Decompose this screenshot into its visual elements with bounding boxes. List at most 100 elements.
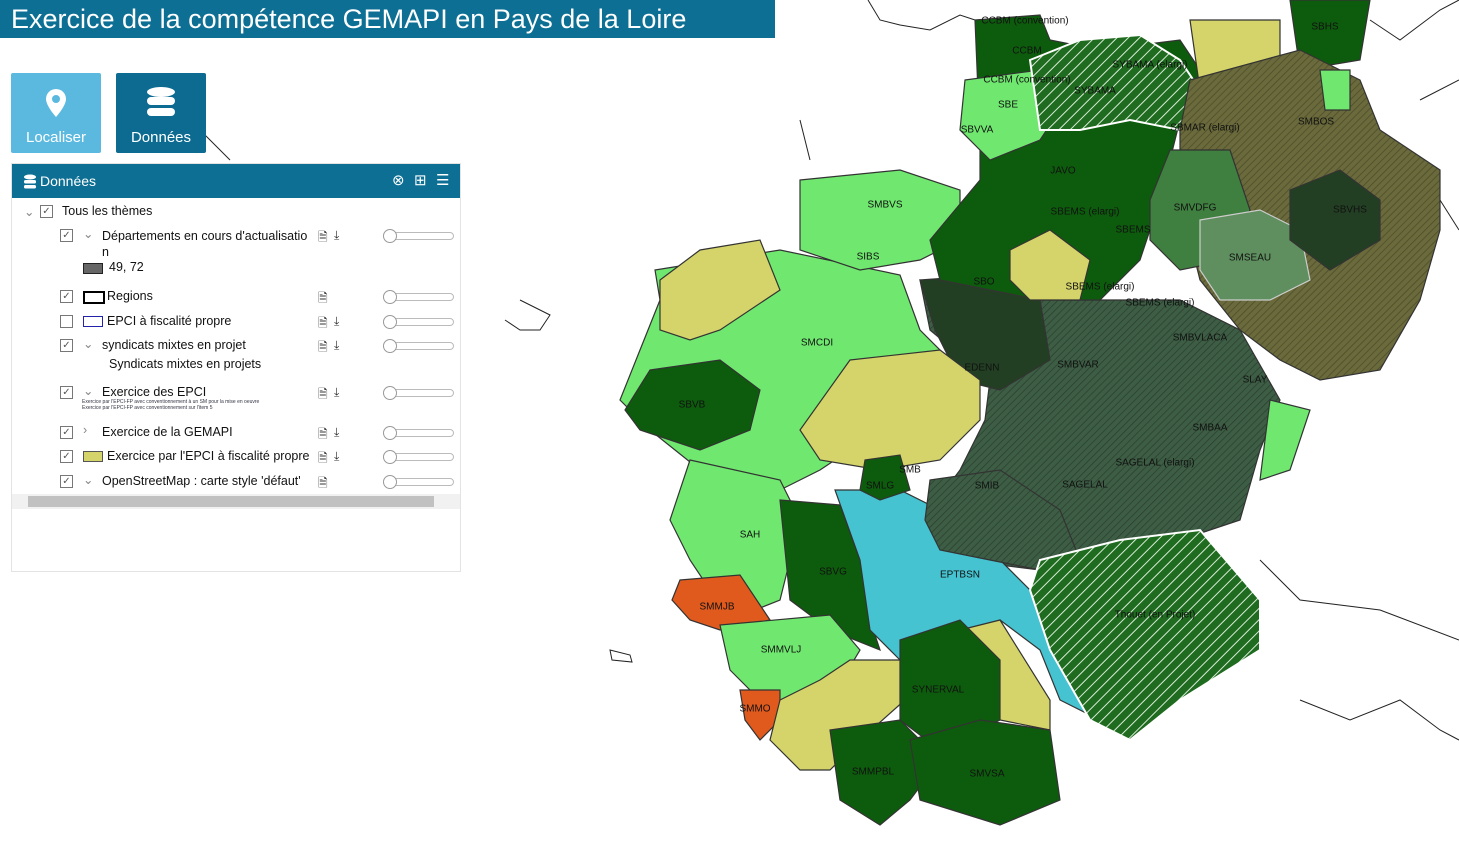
map-labels: CCBM (convention) CCBM CCBM (convention) SY… (679, 16, 1368, 780)
file-icon[interactable]: 🗎 (318, 340, 328, 354)
map-label: SMBVAR (1057, 360, 1099, 371)
opacity-slider[interactable] (383, 315, 454, 329)
map-label: SAGELAL (1062, 480, 1108, 491)
map-label: SBHS (1311, 22, 1339, 33)
map-label: SMMPBL (852, 767, 895, 778)
download-icon[interactable]: ⤓ (334, 385, 340, 399)
map-label: SAH (740, 530, 761, 541)
map-label: SMVSA (969, 769, 1004, 780)
checkbox[interactable]: ✓ (60, 475, 73, 488)
pin-icon (46, 89, 66, 117)
map-label: SBE (998, 100, 1018, 111)
regions (619, 0, 1441, 826)
checkbox[interactable]: ✓ (60, 426, 73, 439)
map-label: SBMAR (elargi) (1170, 123, 1239, 134)
legend-label: Exercice par l'EPCI-FP avec conventionne… (82, 399, 260, 405)
title-bar: Exercice de la compétence GEMAPI en Pays… (0, 0, 775, 38)
map-label: SLAY (1243, 375, 1268, 386)
map-label: SYBAMA (elargi) (1112, 60, 1187, 71)
legend-label: Syndicats mixtes en projets (109, 357, 262, 371)
chevron[interactable]: › (83, 423, 88, 437)
map-label: SYNERVAL (912, 685, 965, 696)
layer-label: Exercice des EPCI (102, 385, 207, 399)
chevron[interactable]: ⌄ (83, 337, 94, 351)
checkbox[interactable]: ✓ (60, 229, 73, 242)
chevron[interactable]: ⌄ (24, 205, 35, 219)
button-label: Données (130, 129, 192, 146)
file-icon[interactable]: 🗎 (318, 230, 328, 244)
checkbox[interactable]: ✓ (60, 339, 73, 352)
map-label: SBVVA (961, 125, 994, 136)
map-label: CCBM (convention) (983, 75, 1070, 86)
opacity-slider[interactable] (383, 426, 454, 440)
add-icon[interactable]: ⊞ (414, 172, 427, 189)
opacity-slider[interactable] (383, 229, 454, 243)
download-icon[interactable]: ⤓ (334, 314, 340, 328)
map-label: SBVHS (1333, 205, 1367, 216)
map-label: Thouet (en Projet) (1115, 610, 1196, 621)
checkbox[interactable]: ✓ (40, 205, 53, 218)
file-icon[interactable]: 🗎 (318, 316, 328, 330)
opacity-slider[interactable] (383, 450, 454, 464)
map-label: SBEMS (1115, 225, 1150, 236)
scrollbar[interactable] (12, 494, 460, 509)
map-label: SMBAA (1192, 423, 1227, 434)
map-label: SMMO (739, 704, 770, 715)
download-icon[interactable]: ⤓ (334, 449, 340, 463)
legend-label: 49, 72 (109, 260, 144, 274)
title: Exercice de la compétence GEMAPI en Pays… (11, 4, 687, 34)
opacity-slider[interactable] (383, 339, 454, 353)
download-icon[interactable]: ⤓ (334, 338, 340, 352)
map-label: SBVG (819, 567, 847, 578)
checkbox[interactable]: ✓ (60, 386, 73, 399)
button-label: Localiser (25, 129, 87, 146)
download-icon[interactable]: ⤓ (334, 425, 340, 439)
download-icon[interactable]: ⤓ (334, 228, 340, 242)
map-label: CCBM (convention) (981, 16, 1068, 27)
layer-label: Regions (107, 289, 153, 303)
map-label: SBVB (679, 400, 706, 411)
map-label: SBO (973, 277, 994, 288)
file-icon[interactable]: 🗎 (318, 476, 328, 490)
map-label: SMVDFG (1174, 203, 1217, 214)
chevron[interactable]: ⌄ (83, 384, 94, 398)
map-label: SMMJB (700, 602, 735, 613)
locate-button[interactable]: Localiser (11, 73, 101, 153)
legend-swatch (83, 263, 103, 274)
file-icon[interactable]: 🗎 (318, 291, 328, 305)
menu-icon[interactable]: ☰ (436, 172, 450, 189)
chevron[interactable]: ⌄ (83, 227, 94, 241)
file-icon[interactable]: 🗎 (318, 387, 328, 401)
file-icon[interactable]: 🗎 (318, 427, 328, 441)
opacity-slider[interactable] (383, 475, 454, 489)
background-lines (199, 0, 1459, 741)
data-button[interactable]: Données (116, 73, 206, 153)
map-label: EPTBSN (940, 570, 980, 581)
layer-label: Exercice par l'EPCI à fiscalité propre (107, 449, 310, 463)
map-label: SMB (899, 465, 921, 476)
layer-label: syndicats mixtes en projet (102, 338, 246, 352)
checkbox[interactable] (60, 315, 73, 328)
map-label: SMMVLJ (761, 645, 802, 656)
close-icon[interactable]: ⊗ (392, 172, 405, 189)
panel-header: Données ⊗ ⊞ ☰ (12, 164, 460, 198)
opacity-slider[interactable] (383, 290, 454, 304)
map-label: JAVO (1050, 166, 1076, 177)
root-label: Tous les thèmes (62, 204, 153, 218)
opacity-slider[interactable] (383, 386, 454, 400)
map-label: SBEMS (elargi) (1126, 298, 1195, 309)
checkbox[interactable]: ✓ (60, 290, 73, 303)
map-label: SMBVLACA (1173, 333, 1228, 344)
map-label: SMBOS (1298, 117, 1334, 128)
map-label: CCBM (1012, 46, 1041, 57)
legend-swatch (83, 316, 103, 327)
map-label: SMSEAU (1229, 253, 1271, 264)
map-label: SMBVS (867, 200, 902, 211)
chevron[interactable]: ⌄ (83, 473, 94, 487)
layer-label: OpenStreetMap : carte style 'défaut' (102, 474, 301, 488)
legend-swatch (83, 451, 103, 462)
file-icon[interactable]: 🗎 (318, 451, 328, 465)
legend-label: Exercice par l'EPCI-FP avec conventionne… (82, 405, 213, 411)
checkbox[interactable]: ✓ (60, 450, 73, 463)
